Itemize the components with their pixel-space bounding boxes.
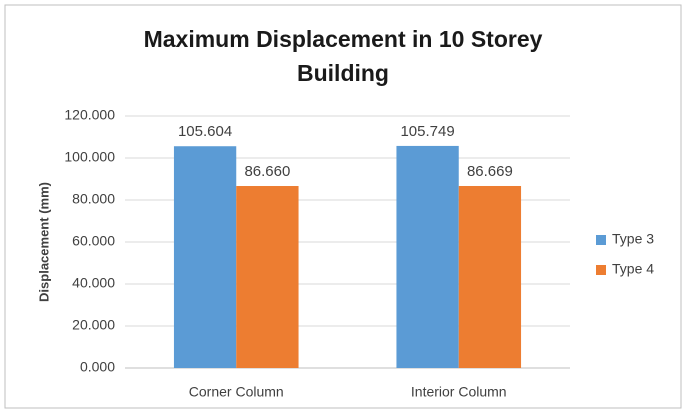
y-axis-label: Displacement (mm)	[36, 182, 51, 302]
bar	[236, 186, 299, 368]
bar	[458, 185, 522, 368]
y-tick-label: 40.000	[72, 275, 115, 291]
data-label: 86.660	[244, 163, 290, 180]
y-tick-label: 20.000	[72, 317, 115, 333]
data-label: 105.749	[400, 123, 454, 140]
legend-label: Type 4	[612, 261, 654, 277]
chart-title: Maximum Displacement in 10 Storey Buildi…	[143, 26, 543, 86]
legend-swatch	[596, 265, 606, 275]
legend-swatch	[596, 235, 606, 245]
x-tick-label: Corner Column	[189, 384, 284, 400]
x-tick-label: Interior Column	[411, 384, 507, 400]
data-label: 86.669	[467, 163, 513, 180]
legend-label: Type 3	[612, 231, 654, 247]
y-tick-label: 100.000	[64, 149, 115, 165]
chart-border	[4, 4, 682, 409]
bar	[396, 145, 459, 368]
y-tick-label: 60.000	[72, 233, 115, 249]
data-label: 105.604	[178, 123, 232, 140]
y-tick-label: 120.000	[64, 107, 115, 123]
y-tick-label: 0.000	[80, 359, 115, 375]
y-tick-label: 80.000	[72, 191, 115, 207]
bar	[173, 146, 237, 368]
